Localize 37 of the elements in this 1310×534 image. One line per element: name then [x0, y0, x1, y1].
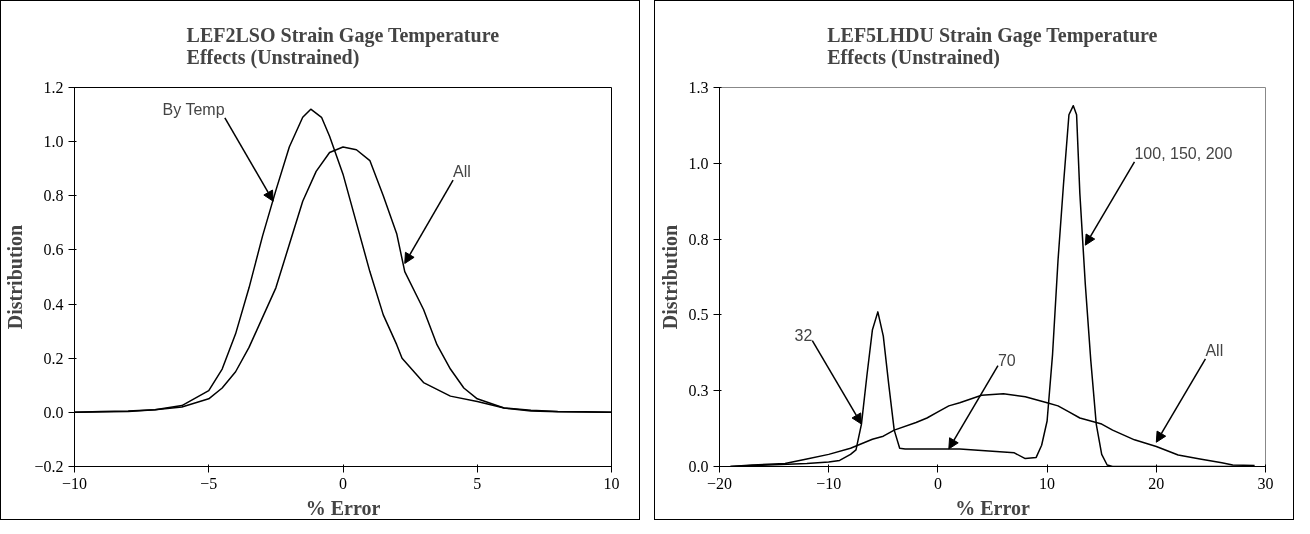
y-tick-label: 0.3 — [688, 382, 709, 400]
y-tick-label: 0.0 — [688, 458, 709, 475]
x-tick-label: 10 — [1039, 474, 1056, 492]
annotation: By Temp — [162, 100, 225, 118]
y-tick-label: 1.2 — [43, 79, 64, 96]
chart-title: LEF2LSO Strain Gage Temperature Effects (Unstrained) — [186, 23, 500, 69]
y-tick-label: 0.6 — [43, 241, 64, 259]
y-tick-label: 0.4 — [43, 295, 64, 313]
y-tick-label: −0.2 — [34, 458, 64, 475]
y-tick-label: 0.5 — [688, 306, 709, 324]
x-tick-label: 20 — [1148, 474, 1165, 492]
x-axis-title: % Error — [955, 496, 1030, 519]
x-tick-label: 0 — [933, 474, 942, 492]
y-tick-label: 0.8 — [43, 187, 64, 205]
x-axis-title: % Error — [305, 496, 381, 519]
y-axis-title: Distribution — [658, 224, 681, 330]
y-tick-label: 0.2 — [43, 349, 64, 367]
x-tick-label: −10 — [816, 474, 842, 492]
y-tick-label: 1.0 — [43, 133, 64, 151]
x-tick-label: −5 — [200, 474, 218, 492]
x-tick-label: 30 — [1257, 474, 1274, 492]
annotation: All — [1205, 341, 1224, 359]
y-tick-label: 0.0 — [43, 403, 64, 421]
y-tick-label: 1.0 — [688, 154, 709, 172]
y-axis-title: Distribution — [4, 224, 27, 330]
y-tick-label: 1.3 — [688, 79, 709, 96]
x-tick-label: −20 — [706, 474, 733, 492]
annotation: 32 — [794, 326, 813, 344]
annotation: All — [453, 163, 471, 181]
annotation: 100, 150, 200 — [1134, 144, 1233, 162]
x-tick-label: 0 — [339, 474, 347, 492]
x-tick-label: 5 — [473, 474, 482, 492]
chart-title: LEF5LHDU Strain Gage Temperature Effects (Unstrained) — [827, 23, 1158, 69]
x-tick-label: −10 — [61, 474, 88, 492]
annotation: 70 — [997, 351, 1016, 369]
y-tick-label: 0.8 — [688, 230, 709, 248]
x-tick-label: 10 — [603, 474, 620, 492]
